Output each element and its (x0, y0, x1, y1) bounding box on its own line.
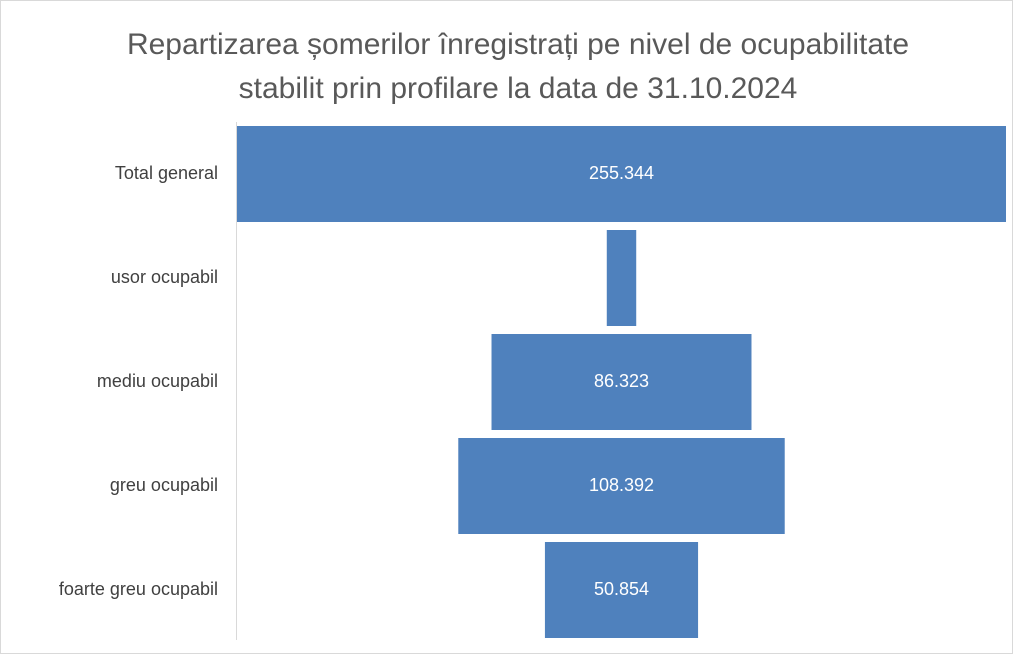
value-label: 50.854 (594, 579, 649, 599)
value-label: 108.392 (589, 475, 654, 495)
chart-title: stabilit prin profilare la data de 31.10… (239, 72, 798, 105)
category-label: usor ocupabil (111, 267, 218, 287)
funnel-bar (606, 230, 637, 326)
funnel-bar (491, 334, 752, 430)
funnel-bar (544, 542, 699, 638)
category-label: greu ocupabil (110, 475, 218, 495)
funnel-bar (237, 126, 1006, 222)
chart-title: Repartizarea șomerilor înregistrați pe n… (127, 28, 909, 61)
funnel-bar (458, 438, 785, 534)
category-label: Total general (115, 163, 218, 183)
value-label: 255.344 (589, 163, 654, 183)
category-label: foarte greu ocupabil (59, 579, 218, 599)
value-label: 86.323 (594, 371, 649, 391)
category-label: mediu ocupabil (97, 371, 218, 391)
